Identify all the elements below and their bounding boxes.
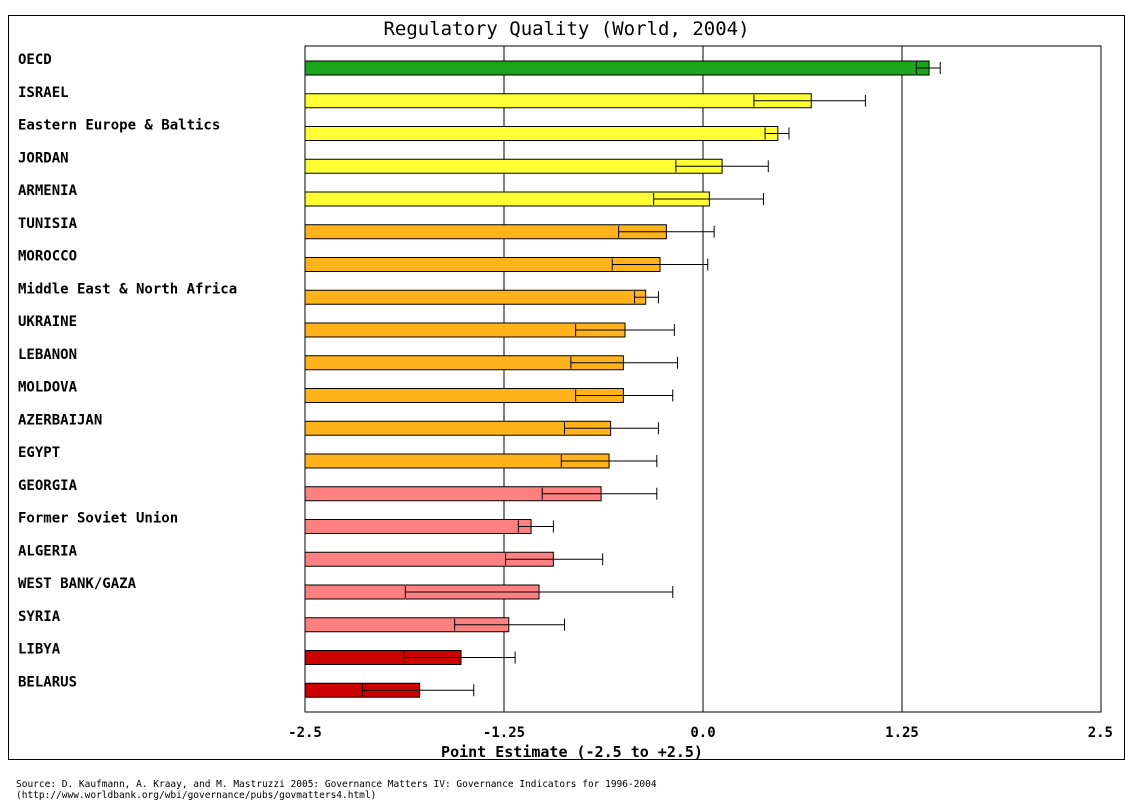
bar — [304, 519, 532, 534]
x-tick-label: -1.25 — [483, 725, 525, 741]
category-label: WEST BANK/GAZA — [18, 576, 137, 592]
category-label: UKRAINE — [18, 314, 77, 330]
category-label: ARMENIA — [18, 183, 78, 199]
category-labels: OECD ISRAEL Eastern Europe & Baltics JORDAN… — [18, 52, 237, 690]
bar-chart: OECD ISRAEL Eastern Europe & Baltics JORDAN… — [18, 45, 1113, 761]
category-label: GEORGIA — [18, 478, 78, 494]
x-tick-label: -2.5 — [288, 725, 322, 741]
category-label: ALGERIA — [18, 543, 78, 559]
category-label: LEBANON — [18, 347, 77, 363]
bar — [304, 158, 723, 174]
bar — [304, 257, 661, 272]
bar — [304, 60, 930, 76]
source-note: Source: D. Kaufmann, A. Kraay, and M. Ma… — [16, 779, 657, 801]
x-tick-labels: -2.5 -1.25 0.0 1.25 2.5 — [288, 725, 1113, 741]
category-label: Middle East & North Africa — [18, 281, 237, 297]
chart-title: Regulatory Quality (World, 2004) — [383, 18, 750, 40]
category-label: AZERBAIJAN — [18, 412, 102, 428]
x-tick-label: 2.5 — [1088, 725, 1113, 741]
category-label: SYRIA — [18, 609, 61, 625]
category-label: Former Soviet Union — [18, 511, 178, 527]
bar — [304, 224, 667, 240]
category-label: MOROCCO — [18, 249, 77, 265]
x-tick-label: 1.25 — [885, 725, 919, 741]
x-axis-title: Point Estimate (-2.5 to +2.5) — [441, 743, 703, 761]
bar — [304, 191, 710, 207]
bar — [304, 93, 812, 109]
source-line-2: (http://www.worldbank.org/wbi/governance… — [16, 790, 377, 801]
category-label: ISRAEL — [18, 85, 69, 101]
category-label: BELARUS — [18, 674, 77, 690]
category-label: EGYPT — [18, 445, 60, 461]
category-label: MOLDOVA — [18, 380, 78, 396]
source-line-1: Source: D. Kaufmann, A. Kraay, and M. Ma… — [16, 779, 657, 790]
category-label: Eastern Europe & Baltics — [18, 118, 220, 134]
x-tick-label: 0.0 — [690, 725, 715, 741]
category-label: TUNISIA — [18, 216, 78, 232]
gridlines — [304, 45, 1102, 713]
category-label: LIBYA — [18, 642, 61, 658]
bar — [304, 289, 647, 305]
bar — [304, 126, 779, 141]
category-label: JORDAN — [18, 150, 69, 166]
bars — [304, 60, 941, 698]
category-label: OECD — [18, 52, 52, 68]
